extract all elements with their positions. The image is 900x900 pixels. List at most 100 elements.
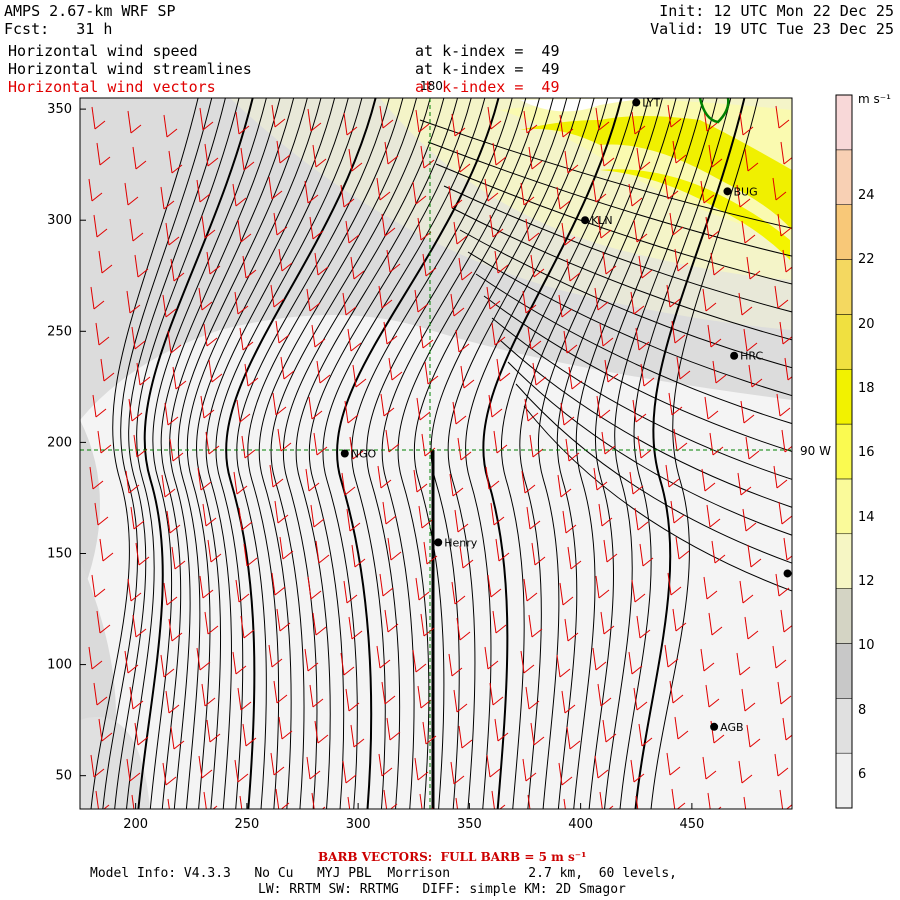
wind-barb	[711, 540, 716, 564]
wind-barb	[381, 213, 386, 237]
wind-barb-flag	[390, 551, 402, 561]
wind-barb	[171, 546, 176, 570]
wind-barb-flag	[98, 336, 110, 346]
wind-barb-flag	[91, 660, 103, 670]
wind-barb-flag	[455, 415, 467, 425]
wind-barb-flag	[280, 802, 290, 809]
wind-barb	[378, 753, 383, 777]
wind-barb	[134, 254, 139, 278]
colorbar-band	[835, 259, 853, 315]
wind-barb-flag	[713, 734, 725, 744]
wind-barb	[526, 506, 531, 530]
wind-barb	[453, 221, 458, 245]
wind-barb	[592, 179, 597, 203]
wind-barb	[90, 754, 95, 778]
wind-barb	[278, 716, 283, 740]
wind-barb-flag	[706, 122, 718, 132]
wind-barb-flag	[101, 732, 113, 742]
wind-barb	[782, 717, 787, 741]
wind-barb-flag	[165, 308, 177, 318]
wind-barb	[748, 364, 753, 388]
wind-barb-flag	[276, 694, 288, 704]
streamline	[366, 98, 527, 809]
wind-barb-flag	[705, 302, 717, 312]
wind-barb	[780, 609, 785, 633]
wind-barb-flag	[127, 196, 139, 206]
wind-barb	[304, 180, 309, 204]
wind-barb	[784, 357, 789, 381]
wind-barb-flag	[710, 338, 722, 348]
streamline	[126, 98, 240, 809]
wind-barb-flag	[279, 622, 291, 632]
streamline	[336, 98, 500, 809]
wind-barb-flag	[462, 559, 474, 569]
wind-barb-flag	[204, 229, 216, 239]
wind-barb	[89, 466, 94, 490]
wind-barb-flag	[599, 409, 611, 419]
wind-barb	[630, 291, 635, 315]
wind-barb	[746, 256, 751, 280]
wind-barb-flag	[163, 200, 175, 210]
wind-barb-flag	[454, 127, 466, 137]
wind-barb	[488, 394, 493, 418]
wind-barb-flag	[451, 667, 463, 677]
wind-barb-flag	[705, 770, 717, 780]
wind-barb	[563, 330, 568, 354]
wind-barb-flag	[491, 408, 503, 418]
wind-barb	[520, 182, 525, 206]
station-dot	[730, 351, 739, 360]
wind-barb-flag	[389, 263, 401, 273]
wind-barb-flag	[273, 298, 285, 308]
wind-barb-flag	[319, 374, 331, 384]
wind-barb-flag	[495, 624, 507, 634]
wind-barb	[564, 618, 569, 642]
wind-barb-flag	[348, 702, 360, 712]
wind-barb-flag	[602, 337, 614, 347]
wind-barb	[455, 797, 459, 809]
wind-barb	[208, 359, 213, 383]
wind-barb	[527, 326, 532, 350]
x-tick-label: 350	[457, 817, 482, 832]
wind-barb-flag	[597, 769, 609, 779]
wind-barb	[598, 503, 603, 527]
wind-barb	[746, 724, 751, 748]
wind-barb-flag	[780, 695, 792, 705]
wind-barb	[675, 536, 680, 560]
wind-barb-flag	[779, 407, 791, 417]
wind-barb	[666, 752, 671, 776]
wind-barb	[309, 684, 314, 708]
wind-barb-flag	[382, 119, 394, 129]
wind-barb	[738, 292, 743, 316]
station-label: BUG	[733, 185, 757, 198]
wind-barb	[96, 610, 101, 634]
wind-barb	[458, 725, 463, 749]
wind-barb	[235, 579, 240, 603]
wind-barb-flag	[103, 804, 110, 809]
wind-barb-flag	[200, 481, 212, 491]
wind-barb-flag	[163, 668, 175, 678]
wind-barb	[603, 539, 608, 563]
wind-barb-flag	[246, 557, 258, 567]
wind-barb	[635, 795, 639, 809]
wind-barb-flag	[523, 196, 535, 206]
wind-barb	[90, 286, 95, 310]
model-info: Model Info: V4.3.3 No Cu MYJ PBL Morriso…	[90, 866, 677, 881]
wind-barb-flag	[532, 448, 544, 458]
wind-barb	[736, 652, 741, 676]
wind-barb-flag	[638, 341, 650, 351]
wind-barb	[494, 250, 499, 274]
wind-barb-flag	[494, 336, 506, 346]
wind-barb	[203, 323, 208, 347]
colorbar-frame	[835, 94, 853, 809]
streamline	[282, 98, 445, 809]
wind-barb	[530, 722, 535, 746]
wind-barb-flag	[94, 588, 106, 598]
wind-barb	[494, 718, 499, 742]
wind-barb-flag	[344, 486, 356, 496]
wind-barb	[710, 252, 715, 276]
wind-barb-flag	[310, 590, 322, 600]
wind-barb-flag	[454, 595, 466, 605]
colorbar-band	[835, 149, 853, 205]
wind-barb	[233, 471, 238, 495]
wind-barb	[413, 469, 418, 493]
